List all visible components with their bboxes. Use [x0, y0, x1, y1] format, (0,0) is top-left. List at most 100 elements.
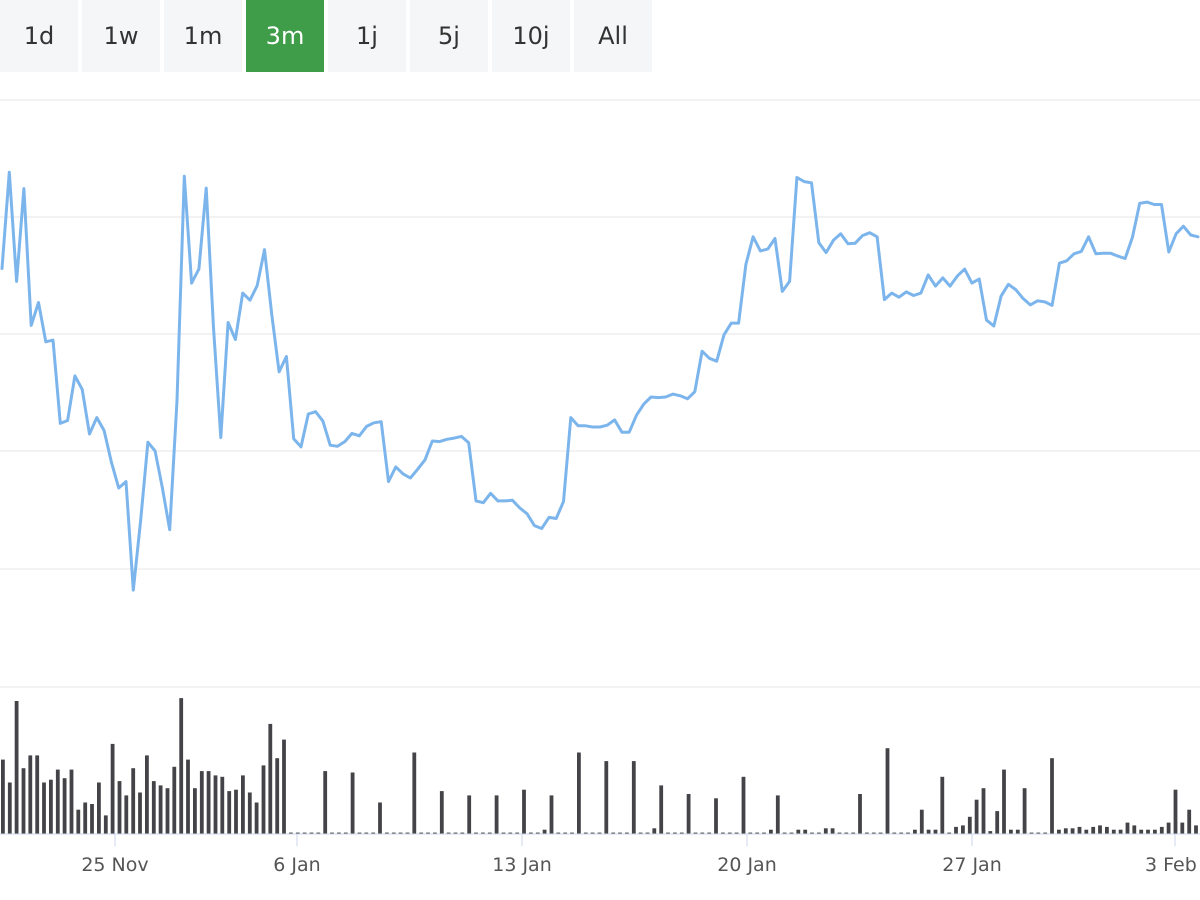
- volume-bar: [954, 826, 958, 835]
- volume-bar: [721, 832, 725, 834]
- volume-bar: [851, 832, 856, 834]
- volume-bar: [597, 832, 602, 834]
- volume-bar: [1077, 826, 1082, 835]
- volume-bar: [707, 832, 712, 834]
- volume-bar: [398, 832, 403, 834]
- volume-bar: [234, 789, 238, 834]
- volume-bar: [1111, 829, 1116, 834]
- volume-bar: [378, 802, 382, 834]
- volume-bar: [748, 832, 753, 834]
- volume-bar: [995, 811, 1000, 834]
- range-button-5j[interactable]: 5j: [410, 0, 488, 72]
- volume-bar: [590, 832, 595, 834]
- volume-bar: [28, 755, 33, 835]
- volume-bar: [926, 829, 931, 834]
- volume-bar: [1166, 822, 1171, 834]
- price-line: [0, 170, 1200, 592]
- volume-bar: [577, 752, 581, 834]
- volume-bar: [295, 832, 300, 834]
- volume-bar: [899, 832, 904, 834]
- volume-bar: [1084, 829, 1089, 834]
- volume-bar: [21, 768, 26, 834]
- x-tick-label: 6 Jan: [273, 854, 320, 876]
- volume-bar: [337, 832, 341, 834]
- volume-bar: [391, 832, 396, 834]
- volume-bar: [974, 799, 979, 834]
- volume-bar: [289, 832, 293, 834]
- range-selector: 1d 1w 1m 3m 1j 5j 10j All: [0, 0, 652, 72]
- volume-bar: [412, 752, 417, 834]
- volume-bar: [124, 795, 129, 834]
- volume-bar: [631, 761, 636, 834]
- volume-bar: [645, 832, 650, 834]
- volume-bar: [268, 723, 273, 834]
- volume-bar: [570, 832, 574, 834]
- volume-bar: [700, 832, 705, 834]
- volume-bar: [1194, 825, 1198, 834]
- volume-bar: [583, 832, 588, 834]
- volume-bar: [1173, 789, 1178, 834]
- volume-bar: [1050, 758, 1054, 834]
- volume-bar: [556, 832, 561, 834]
- volume-bar: [865, 832, 869, 834]
- volume-bar: [947, 832, 952, 834]
- volume-bar: [330, 832, 334, 834]
- volume-bar: [350, 772, 355, 834]
- volume-bar: [1139, 829, 1144, 834]
- volume-bar: [741, 776, 746, 834]
- volume-bar: [186, 759, 190, 834]
- volume-bar: [789, 832, 794, 834]
- volume-bar: [1015, 829, 1020, 834]
- volume-bar: [1153, 829, 1157, 834]
- range-button-1d[interactable]: 1d: [0, 0, 78, 72]
- volume-bar: [618, 832, 622, 834]
- volume-bar: [1180, 822, 1185, 834]
- x-tick-label: 20 Jan: [717, 854, 777, 876]
- volume-bar: [1091, 826, 1096, 835]
- volume-bar: [981, 788, 986, 834]
- volume-bar: [1125, 822, 1130, 834]
- x-tick-label: 27 Jan: [942, 854, 1002, 876]
- volume-bar: [7, 782, 12, 834]
- volume-bar: [1009, 829, 1013, 834]
- volume-bar: [1105, 826, 1109, 835]
- volume-bar: [535, 832, 540, 834]
- volume-bar: [247, 792, 252, 834]
- volume-bar: [679, 832, 684, 834]
- volume-bar: [302, 832, 307, 834]
- volume-bar: [453, 832, 458, 834]
- volume-bar: [241, 775, 245, 834]
- volume-bar: [138, 792, 142, 834]
- volume-bar: [714, 798, 718, 835]
- range-button-1m[interactable]: 1m: [164, 0, 242, 72]
- volume-bar: [823, 828, 828, 834]
- volume-bar: [76, 809, 81, 834]
- range-button-1w[interactable]: 1w: [82, 0, 160, 72]
- volume-bar: [1118, 829, 1123, 834]
- volume-bar: [542, 829, 547, 834]
- volume-bar: [62, 778, 67, 834]
- volume-bar: [563, 832, 568, 834]
- volume-bar: [193, 788, 197, 834]
- volume-bar: [261, 765, 266, 834]
- range-button-all[interactable]: All: [574, 0, 652, 72]
- volume-bar: [782, 832, 787, 834]
- range-button-10j[interactable]: 10j: [492, 0, 570, 72]
- volume-bar: [158, 785, 163, 834]
- volume-bar: [213, 775, 218, 834]
- volume-bar: [131, 768, 136, 834]
- volume-bars: [1, 698, 1198, 835]
- volume-bar: [659, 785, 664, 834]
- volume-bar: [803, 829, 808, 834]
- volume-bar: [913, 829, 917, 834]
- volume-bar: [837, 832, 842, 834]
- volume-bar: [487, 832, 492, 834]
- volume-bar: [892, 832, 897, 834]
- range-button-1j[interactable]: 1j: [328, 0, 406, 72]
- range-button-3m[interactable]: 3m: [246, 0, 324, 72]
- volume-bar: [1098, 825, 1102, 834]
- volume-bar: [1070, 828, 1075, 834]
- volume-bar: [405, 832, 410, 834]
- volume-bar: [604, 761, 609, 834]
